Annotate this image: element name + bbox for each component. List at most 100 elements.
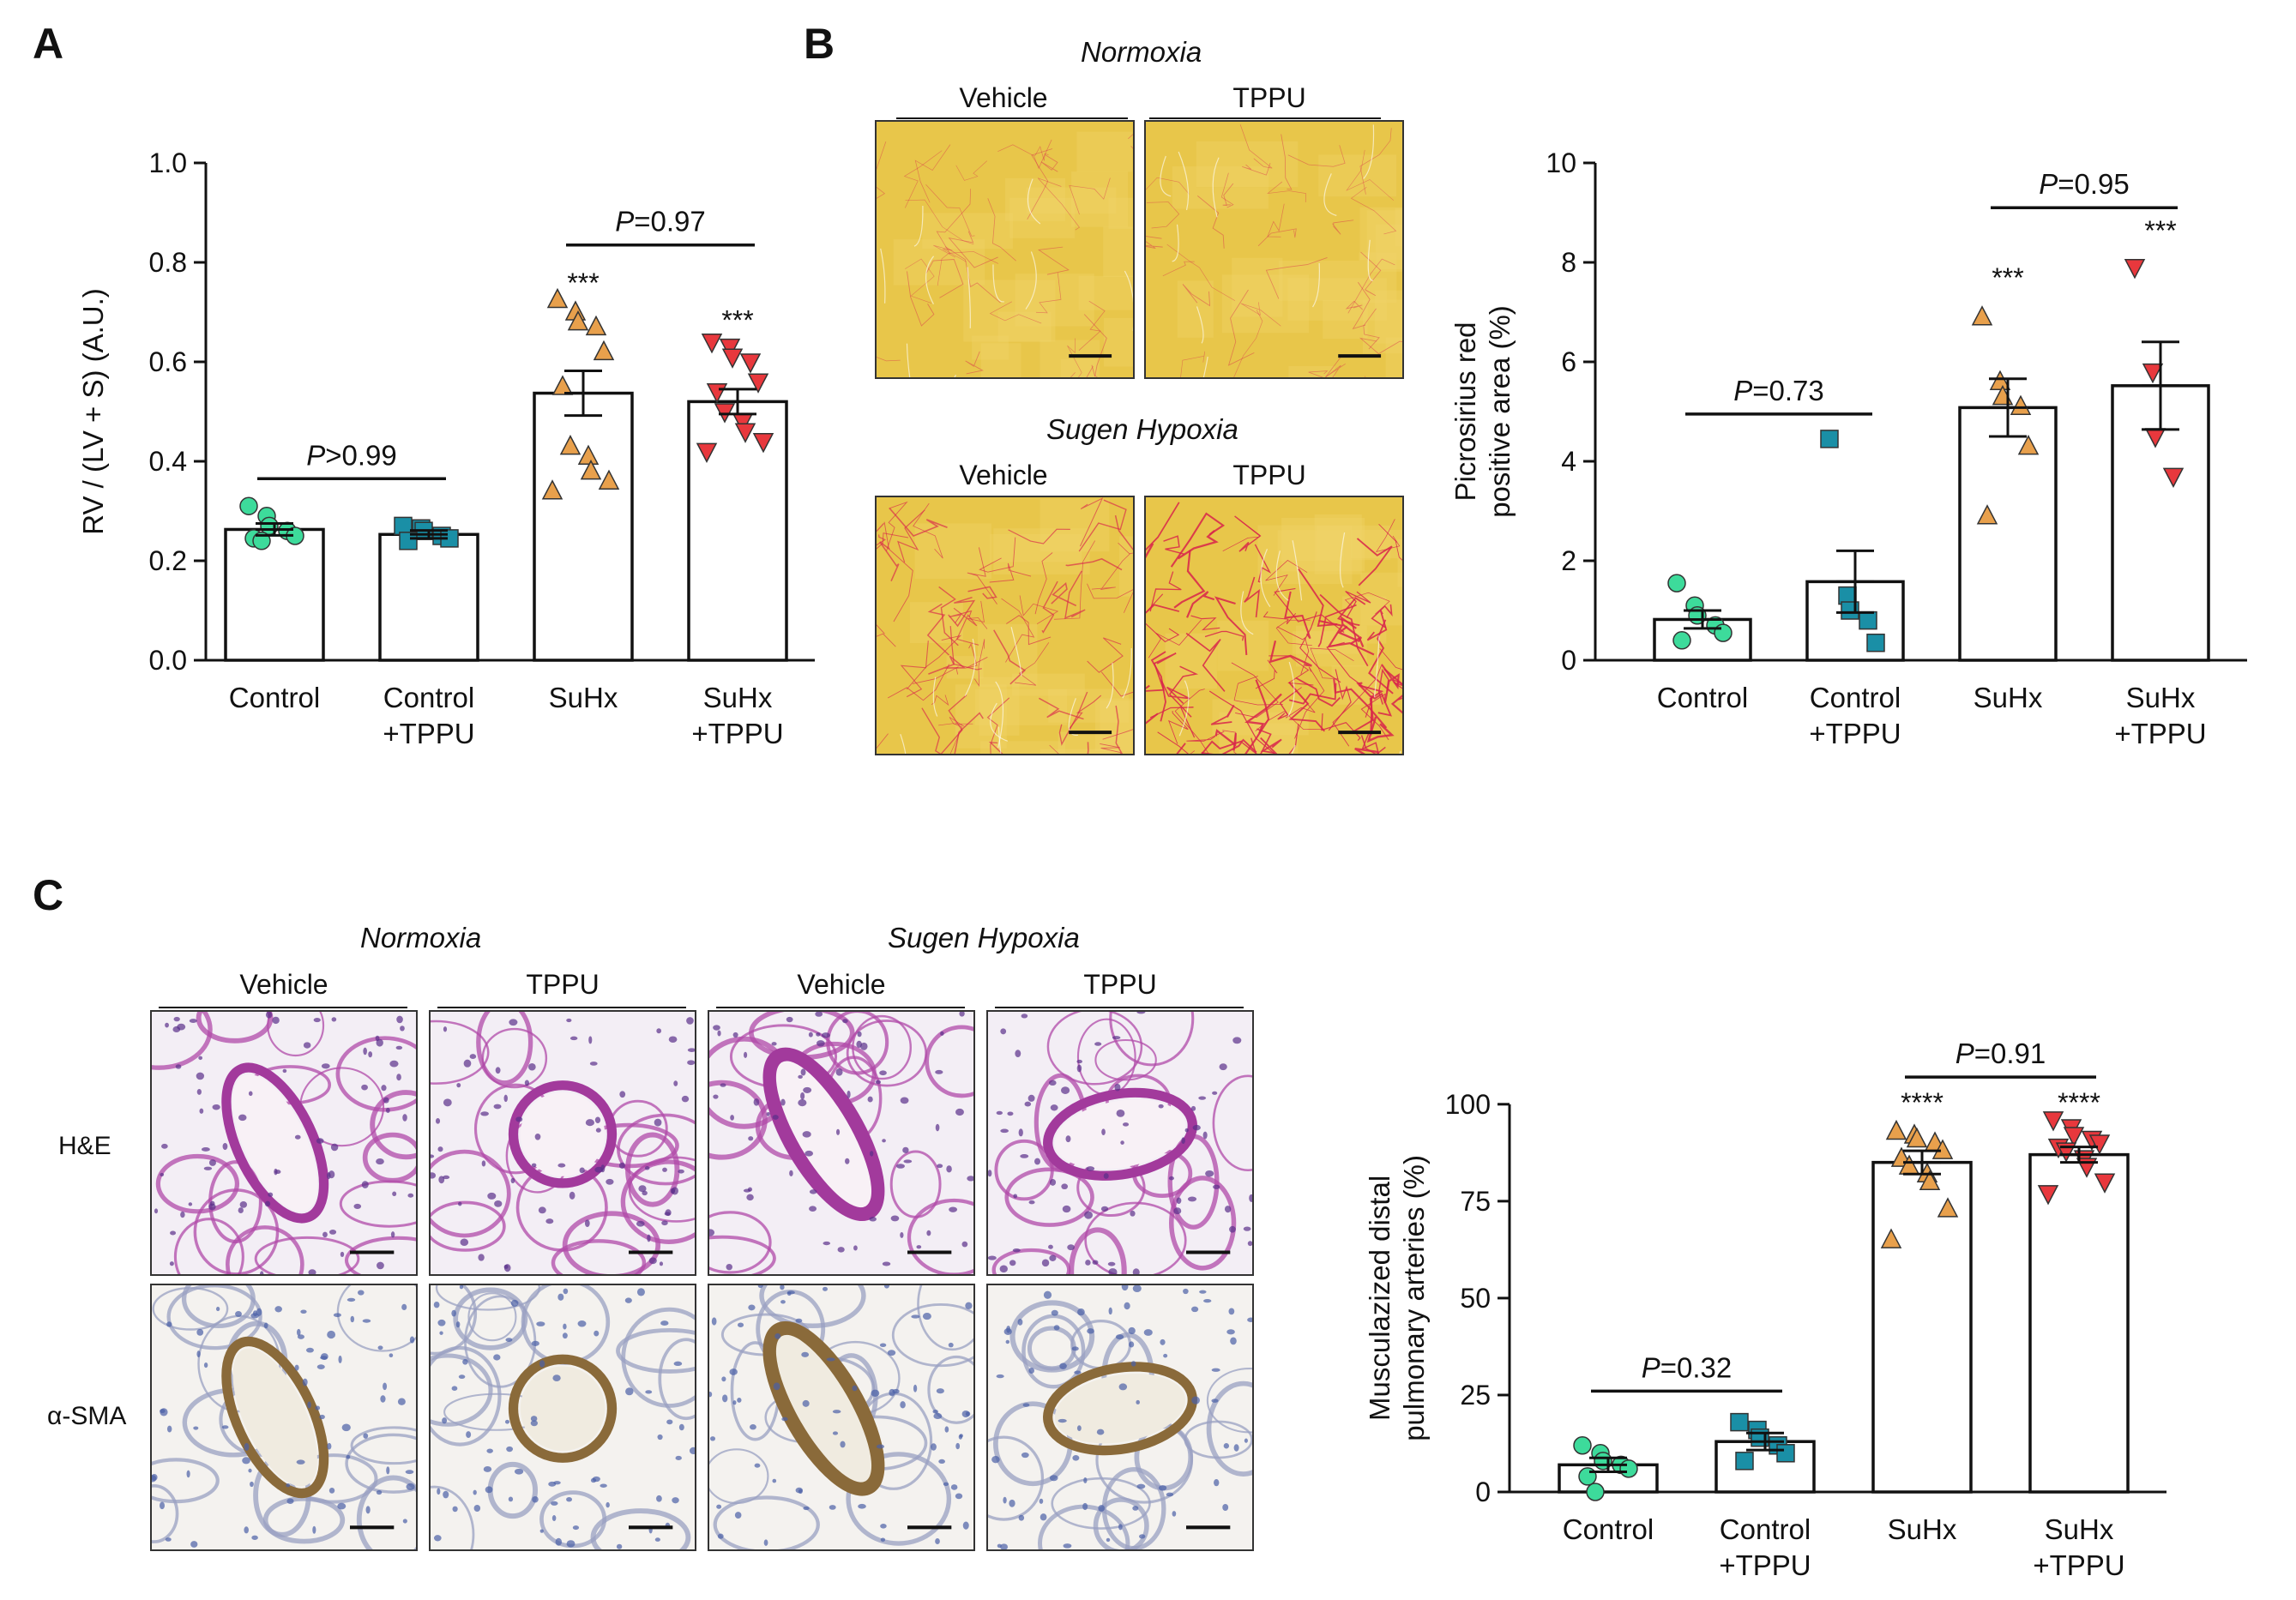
comparison-p-value: P=0.91 bbox=[1956, 1038, 2046, 1069]
y-axis-label: pulmonary arteries (%) bbox=[1398, 1155, 1430, 1441]
bar-group-1 bbox=[378, 516, 479, 662]
data-point bbox=[1586, 1483, 1605, 1501]
data-point bbox=[2088, 1134, 2111, 1155]
panel-c-col-2-label: TPPU bbox=[526, 969, 600, 1000]
panel-label-b: B bbox=[804, 20, 835, 68]
bar bbox=[224, 527, 325, 662]
category-label: SuHx bbox=[2126, 682, 2196, 713]
data-point bbox=[546, 287, 569, 309]
panel-c-col-line-4 bbox=[995, 1007, 1244, 1008]
micrograph-c-he-normoxia-tppu bbox=[429, 1010, 696, 1276]
y-tick-label: 1.0 bbox=[149, 147, 187, 178]
panel-c-col-line-2 bbox=[437, 1007, 686, 1008]
category-label: Control bbox=[1810, 682, 1901, 713]
panel-b-col-tppu-bottom: TPPU bbox=[1232, 460, 1306, 490]
significance-stars: *** bbox=[721, 304, 753, 335]
data-point bbox=[1937, 1197, 1959, 1218]
y-tick-label: 10 bbox=[1546, 147, 1576, 178]
micrograph-c-sma-normoxia-tppu bbox=[429, 1284, 696, 1551]
data-point bbox=[1919, 1170, 1941, 1191]
data-point bbox=[1714, 623, 1733, 642]
panel-c-condition-sugen-hypoxia: Sugen Hypoxia bbox=[888, 922, 1080, 953]
data-point bbox=[598, 469, 620, 490]
data-point bbox=[551, 375, 574, 395]
data-point bbox=[721, 348, 744, 369]
y-tick-label: 25 bbox=[1460, 1380, 1491, 1411]
bar-group-1 bbox=[1714, 1412, 1816, 1494]
panel-b-col-vehicle-bottom: Vehicle bbox=[959, 460, 1048, 490]
chart-a-rv-ratio: 0.0 0.2 0.4 0.6 0.8 1.0 RV / (LV + S) (A.U.) Co… bbox=[77, 147, 815, 749]
micrograph-c-he-sugen-tppu bbox=[986, 1010, 1254, 1276]
data-point bbox=[585, 315, 607, 336]
significance-stars: **** bbox=[1901, 1087, 1943, 1118]
category-label: Control bbox=[1720, 1513, 1811, 1545]
panel-b-col-line-tppu-top bbox=[1149, 117, 1381, 119]
data-point bbox=[1730, 1412, 1749, 1432]
data-point bbox=[734, 423, 756, 443]
micrograph-c-sma-normoxia-vehicle bbox=[150, 1284, 418, 1551]
category-label: Control bbox=[1657, 682, 1748, 713]
comparison-p-value: P=0.97 bbox=[615, 206, 706, 238]
category-label: SuHx bbox=[549, 682, 618, 713]
data-point bbox=[593, 340, 615, 361]
data-point bbox=[559, 434, 582, 455]
category-label: SuHx bbox=[2045, 1513, 2114, 1545]
y-tick-label: 8 bbox=[1561, 247, 1576, 278]
category-label: Control bbox=[1563, 1513, 1654, 1545]
panel-c-condition-normoxia: Normoxia bbox=[360, 922, 482, 953]
y-tick-label: 0.8 bbox=[149, 247, 187, 278]
panel-label-a: A bbox=[33, 20, 64, 68]
micrograph-b-sugen-vehicle bbox=[875, 496, 1135, 755]
data-point bbox=[701, 334, 723, 354]
y-axis-label: positive area (%) bbox=[1484, 305, 1516, 518]
significance-stars: *** bbox=[1992, 262, 2023, 293]
significance-stars: **** bbox=[2058, 1087, 2100, 1118]
data-point bbox=[1866, 633, 1885, 653]
micrograph-c-sma-sugen-vehicle bbox=[708, 1284, 975, 1551]
comparison-p-value: P=0.73 bbox=[1733, 375, 1824, 406]
panel-b-col-tppu-top: TPPU bbox=[1232, 82, 1306, 113]
data-point bbox=[399, 532, 418, 550]
data-point bbox=[239, 496, 258, 515]
y-tick-label: 50 bbox=[1460, 1283, 1491, 1314]
y-tick-label: 100 bbox=[1445, 1089, 1491, 1120]
y-tick-label: 6 bbox=[1561, 346, 1576, 377]
data-point bbox=[577, 444, 600, 465]
data-point bbox=[1776, 1444, 1795, 1463]
chart-c-muscularized-arteries: 0 25 50 75 100 Musculazized distal pulmonary a… bbox=[1364, 1038, 2166, 1581]
y-tick-label: 75 bbox=[1460, 1186, 1491, 1217]
data-point bbox=[1885, 1119, 1907, 1140]
micrograph-c-he-sugen-vehicle bbox=[708, 1010, 975, 1276]
data-point bbox=[739, 353, 762, 374]
comparison-p-value: P=0.32 bbox=[1642, 1351, 1733, 1383]
y-tick-label: 0 bbox=[1561, 645, 1576, 676]
significance-stars: *** bbox=[567, 268, 599, 298]
data-point bbox=[1573, 1435, 1592, 1455]
data-point bbox=[2094, 1173, 2116, 1194]
bar bbox=[1958, 406, 2058, 662]
panel-c-col-line-3 bbox=[716, 1007, 965, 1008]
data-point bbox=[752, 433, 774, 454]
y-tick-label: 0.4 bbox=[149, 446, 187, 477]
bar-group-0 bbox=[224, 496, 325, 662]
data-point bbox=[1667, 574, 1686, 592]
data-point bbox=[2037, 1185, 2059, 1206]
data-point bbox=[1906, 1127, 1928, 1148]
data-point bbox=[1820, 430, 1839, 448]
data-point bbox=[2042, 1111, 2064, 1132]
category-label: Control bbox=[383, 682, 474, 713]
micrograph-b-normoxia-vehicle bbox=[875, 120, 1135, 379]
micrograph-b-normoxia-tppu bbox=[1144, 120, 1404, 379]
significance-stars: *** bbox=[2144, 215, 2176, 246]
bar bbox=[533, 391, 634, 662]
data-point bbox=[541, 479, 563, 500]
y-tick-label: 0.6 bbox=[149, 346, 187, 377]
bar-group-3 bbox=[2111, 259, 2210, 662]
data-point bbox=[1989, 370, 2011, 390]
bar-group-2 bbox=[1958, 305, 2058, 662]
data-point bbox=[1578, 1467, 1597, 1486]
category-label: +TPPU bbox=[2033, 1549, 2124, 1581]
data-point bbox=[696, 442, 718, 464]
panel-b-col-vehicle-top: Vehicle bbox=[959, 82, 1048, 113]
panel-b-condition-sugen-hypoxia: Sugen Hypoxia bbox=[1046, 413, 1238, 445]
